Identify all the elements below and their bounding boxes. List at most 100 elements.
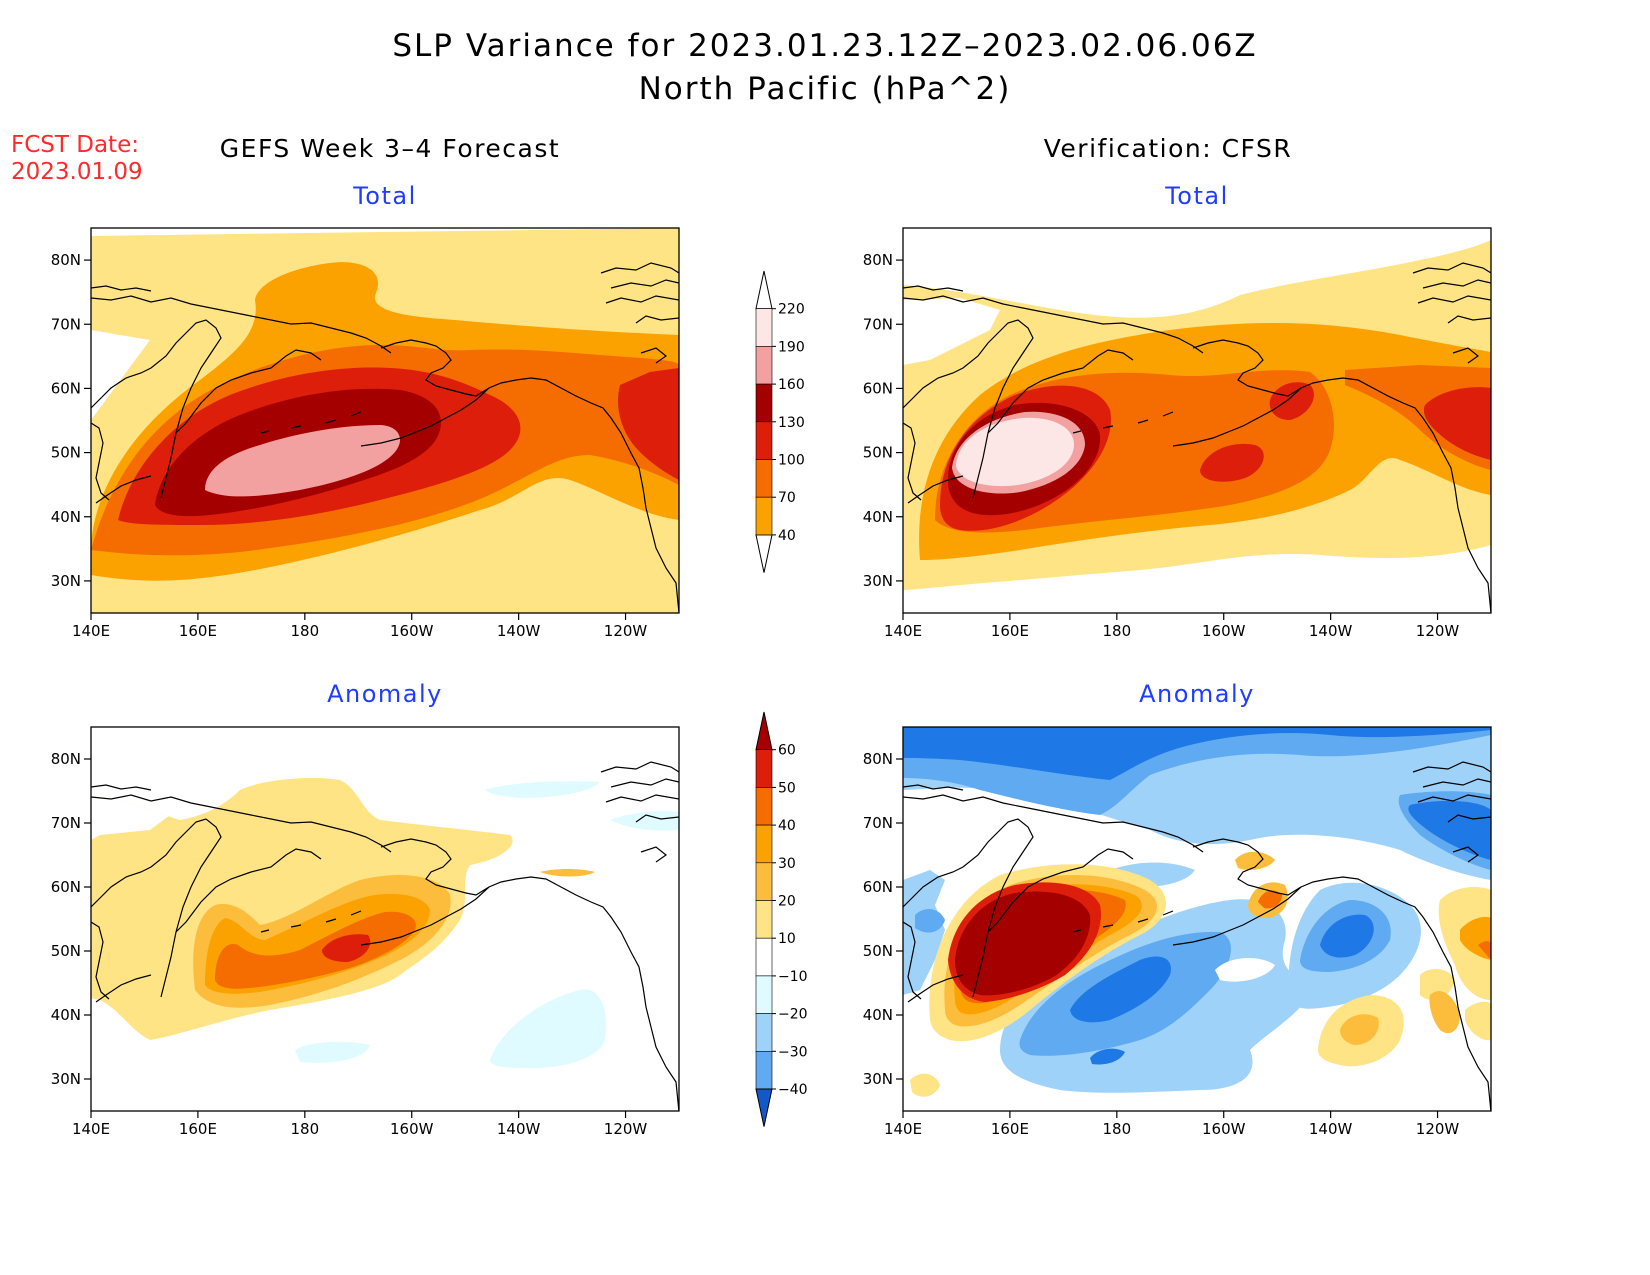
fcst-total-title: Total xyxy=(353,182,417,210)
verif-total-lon-label: 140W xyxy=(1309,622,1353,640)
anomaly-colorbar-bottom-arrow xyxy=(755,1088,773,1127)
fcst-anomaly-lon-label: 140W xyxy=(497,1120,541,1138)
anomaly-colorbar-label: 30 xyxy=(778,856,796,872)
anomaly-colorbar-band xyxy=(755,749,773,788)
total-colorbar-label: 220 xyxy=(778,302,805,318)
fcst-total-lon-label: 160W xyxy=(390,622,434,640)
verif-anomaly-lat-label: 70N xyxy=(863,814,893,832)
verif-anomaly-lon-label: 180 xyxy=(1102,1120,1131,1138)
verif-anomaly-title: Anomaly xyxy=(1139,680,1255,708)
verif-total-frame xyxy=(902,227,1492,614)
fcst-anomaly-map xyxy=(91,727,679,1111)
verif-total-map xyxy=(903,228,1491,613)
fcst-label: FCST Date: xyxy=(11,132,139,158)
verif-anomaly-lat-label: 40N xyxy=(863,1006,893,1024)
anomaly-colorbar-band xyxy=(755,862,773,901)
fcst-total-lon-label: 140E xyxy=(72,622,110,640)
anomaly-colorbar-label: 50 xyxy=(778,780,796,796)
verif-anomaly-lon-label: 140W xyxy=(1309,1120,1353,1138)
fcst-anomaly-lon-label: 160E xyxy=(179,1120,217,1138)
verif-anomaly-lat-label: 60N xyxy=(863,878,893,896)
total-colorbar-top-arrow xyxy=(755,270,773,310)
anomaly-colorbar-band xyxy=(755,975,773,1014)
verif-total-lat-label: 40N xyxy=(863,508,893,526)
verif-total-lat-label: 80N xyxy=(863,251,893,269)
axis-labels: 80N 70N 60N 50N 40N 30N 140E 160E 180 160W 140W 120… xyxy=(51,251,1460,1138)
verif-total-lon-label: 180 xyxy=(1102,622,1131,640)
verif-anomaly-lon-label: 140E xyxy=(884,1120,922,1138)
anomaly-colorbar-band xyxy=(755,1013,773,1052)
anomaly-colorbar: 60 50 40 30 20 10 −10 −20 −30 −40 xyxy=(755,711,808,1127)
fcst-anomaly-lon-label: 160W xyxy=(390,1120,434,1138)
total-colorbar-label: 70 xyxy=(778,490,796,506)
anomaly-colorbar-label: 40 xyxy=(778,818,796,834)
fcst-total-lon-label: 120W xyxy=(604,622,648,640)
verif-anomaly-map xyxy=(903,727,1491,1111)
fcst-anomaly-lat-label: 50N xyxy=(51,942,81,960)
anomaly-colorbar-band xyxy=(755,787,773,826)
fcst-anomaly-lat-label: 60N xyxy=(51,878,81,896)
total-colorbar-band xyxy=(755,383,773,423)
verif-total-lat-label: 50N xyxy=(863,444,893,462)
verif-total-title: Total xyxy=(1165,182,1229,210)
total-colorbar-label: 40 xyxy=(778,528,796,544)
anomaly-colorbar-band xyxy=(755,824,773,864)
fcst-date-value: 2023.01.09 xyxy=(11,159,143,185)
verif-total-lat-label: 60N xyxy=(863,379,893,397)
fcst-anomaly-lat-label: 80N xyxy=(51,750,81,768)
anomaly-colorbar-label: 20 xyxy=(778,894,796,910)
verif-total-lon-label: 160W xyxy=(1202,622,1246,640)
anomaly-colorbar-label: −40 xyxy=(778,1082,808,1098)
verif-anomaly-lat-label: 80N xyxy=(863,750,893,768)
verif-anomaly-lon-label: 160E xyxy=(991,1120,1029,1138)
verif-total-lat-label: 30N xyxy=(863,572,893,590)
anomaly-colorbar-label: −10 xyxy=(778,969,808,985)
fcst-total-lat-label: 60N xyxy=(51,379,81,397)
verif-anomaly-lat-label: 30N xyxy=(863,1070,893,1088)
left-column-header: GEFS Week 3–4 Forecast xyxy=(219,134,561,163)
fcst-date-label: FCST Date: 2023.01.09 xyxy=(11,132,143,186)
verif-anomaly-lat-label: 50N xyxy=(863,942,893,960)
fcst-total-lat-label: 70N xyxy=(51,315,81,333)
anomaly-colorbar-top-arrow xyxy=(755,711,773,751)
fcst-total-lat-label: 50N xyxy=(51,444,81,462)
fcst-total-lat-label: 80N xyxy=(51,251,81,269)
fcst-anomaly-frame xyxy=(90,726,680,1112)
fcst-anomaly-lat-label: 40N xyxy=(51,1006,81,1024)
fcst-anomaly-title: Anomaly xyxy=(327,680,443,708)
figure-subtitle: North Pacific (hPa^2) xyxy=(638,71,1012,107)
total-colorbar-band xyxy=(755,346,773,385)
fcst-total-lon-label: 180 xyxy=(290,622,319,640)
total-colorbar-label: 190 xyxy=(778,339,805,355)
fcst-anomaly-lon-label: 120W xyxy=(604,1120,648,1138)
fcst-total-lat-label: 40N xyxy=(51,508,81,526)
anomaly-colorbar-label: −20 xyxy=(778,1007,808,1023)
fcst-anomaly-lat-label: 30N xyxy=(51,1070,81,1088)
total-colorbar-band xyxy=(755,308,773,347)
verif-total-lon-label: 160E xyxy=(991,622,1029,640)
figure-title: SLP Variance for 2023.01.23.12Z–2023.02.… xyxy=(392,28,1258,64)
total-colorbar-band xyxy=(755,421,773,460)
verif-anomaly-lon-label: 120W xyxy=(1416,1120,1460,1138)
fcst-anomaly-lon-label: 180 xyxy=(290,1120,319,1138)
fcst-total-lat-label: 30N xyxy=(51,572,81,590)
fcst-anomaly-lat-label: 70N xyxy=(51,814,81,832)
fcst-total-frame xyxy=(90,227,680,614)
fcst-anomaly-lon-label: 140E xyxy=(72,1120,110,1138)
fcst-total-map xyxy=(91,228,679,613)
anomaly-colorbar-band xyxy=(755,1051,773,1090)
right-column-header: Verification: CFSR xyxy=(1043,134,1293,163)
verif-total-lon-label: 140E xyxy=(884,622,922,640)
anomaly-colorbar-band xyxy=(755,937,773,977)
total-colorbar-label: 100 xyxy=(778,453,805,469)
total-colorbar: 220 190 160 130 100 70 40 xyxy=(755,270,805,573)
fcst-total-lon-label: 140W xyxy=(497,622,541,640)
total-colorbar-label: 160 xyxy=(778,377,805,393)
fcst-total-lon-label: 160E xyxy=(179,622,217,640)
anomaly-colorbar-band xyxy=(755,900,773,939)
total-colorbar-band xyxy=(755,459,773,498)
total-colorbar-bottom-arrow xyxy=(755,534,773,573)
verif-anomaly-lon-label: 160W xyxy=(1202,1120,1246,1138)
total-colorbar-band xyxy=(755,496,773,536)
